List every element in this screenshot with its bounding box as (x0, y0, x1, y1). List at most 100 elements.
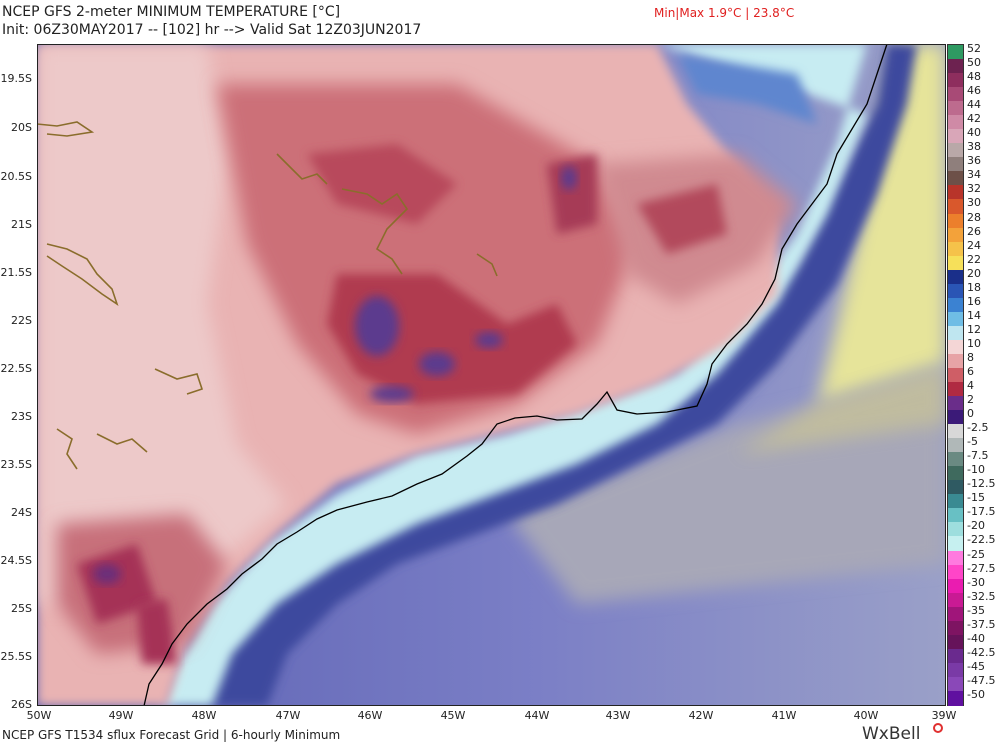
color-scale-segment (948, 339, 963, 355)
color-scale-label: -27.5 (967, 561, 996, 575)
color-scale-label: 26 (967, 224, 981, 238)
color-scale-label: 10 (967, 336, 981, 350)
color-scale-segment (948, 564, 963, 580)
color-scale-segment (948, 171, 963, 187)
color-scale-label: 48 (967, 70, 981, 84)
color-scale-label: 44 (967, 98, 981, 112)
color-scale-label: 24 (967, 238, 981, 252)
lat-label: 26S (11, 698, 32, 711)
lat-label: 25.5S (0, 650, 32, 663)
color-scale-label: 8 (967, 350, 974, 364)
lat-label: 25S (11, 602, 32, 615)
lat-label: 23.5S (0, 458, 32, 471)
color-scale-segment (948, 227, 963, 243)
color-scale-label: -17.5 (967, 505, 996, 519)
coastline (143, 44, 888, 706)
lon-label: 48W (191, 709, 217, 722)
color-scale-segment (948, 452, 963, 467)
color-scale-label: -42.5 (967, 645, 996, 659)
color-scale-label: -35 (967, 603, 985, 617)
color-scale-label: 38 (967, 140, 981, 154)
color-scale-label: 4 (967, 379, 974, 393)
color-scale-segment (948, 662, 963, 678)
color-scale-label: -2.5 (967, 421, 989, 435)
color-scale-segment (948, 508, 963, 524)
color-scale-segment (948, 269, 963, 285)
color-scale-label: 36 (967, 154, 981, 168)
lon-label: 44W (524, 709, 550, 722)
footer-caption: NCEP GFS T1534 sflux Forecast Grid | 6-h… (2, 728, 341, 742)
color-scale-segment (948, 129, 963, 144)
color-scale-segment (948, 410, 963, 425)
color-scale-segment (948, 199, 963, 215)
color-scale-label: -20 (967, 519, 985, 533)
color-scale-segment (948, 634, 963, 650)
color-scale-label: 22 (967, 252, 981, 266)
color-scale-segment (948, 536, 963, 552)
color-scale-label: -22.5 (967, 533, 996, 547)
color-scale-label: 2 (967, 393, 974, 407)
color-scale-label: 40 (967, 126, 981, 140)
color-scale-segment (948, 185, 963, 201)
map-title: NCEP GFS 2-meter MINIMUM TEMPERATURE [°C… (2, 4, 341, 20)
lon-label: 40W (853, 709, 879, 722)
lon-label: 47W (275, 709, 301, 722)
color-scale-label: -30 (967, 575, 985, 589)
color-scale-segment (948, 59, 963, 74)
lat-label: 20S (11, 121, 32, 134)
color-scale-label: -25 (967, 547, 985, 561)
lat-label: 22.5S (0, 362, 32, 375)
wxbell-logo: WxBell (862, 724, 921, 744)
color-scale-segment (948, 620, 963, 636)
color-scale-label: -32.5 (967, 589, 996, 603)
lon-label: 41W (771, 709, 797, 722)
lon-label: 39W (931, 709, 957, 722)
lat-label: 22S (11, 314, 32, 327)
temperature-field (37, 44, 946, 706)
lat-label: 24.5S (0, 554, 32, 567)
color-scale-label: -50 (967, 687, 985, 701)
color-scale-label: 32 (967, 182, 981, 196)
color-scale-segment (948, 480, 963, 495)
lat-label: 20.5S (0, 170, 32, 183)
color-scale-segment (948, 578, 963, 594)
color-scale-label: 42 (967, 112, 981, 126)
temperature-map (37, 44, 946, 706)
color-scale-label: -10 (967, 463, 985, 477)
color-scale-label: 6 (967, 364, 974, 378)
lon-label: 45W (440, 709, 466, 722)
color-scale-label: -15 (967, 491, 985, 505)
lon-label: 43W (605, 709, 631, 722)
logo-dot-icon (933, 723, 943, 733)
color-scale-segment (948, 676, 963, 692)
color-scale-label: 34 (967, 168, 981, 182)
color-scale-label: 28 (967, 210, 981, 224)
lat-label: 23S (11, 410, 32, 423)
color-scale-label: -37.5 (967, 617, 996, 631)
color-scale-label: -47.5 (967, 673, 996, 687)
color-scale-segment (948, 157, 963, 172)
color-scale-segment (948, 87, 963, 102)
color-scale-segment (948, 115, 963, 130)
color-scale-segment (948, 45, 963, 60)
color-scale-label: 12 (967, 322, 981, 336)
color-scale-bar (947, 44, 964, 706)
lon-label: 49W (108, 709, 134, 722)
color-scale-segment (948, 382, 963, 397)
color-scale-segment (948, 311, 963, 327)
color-scale-segment (948, 522, 963, 538)
color-scale-segment (948, 353, 963, 369)
color-scale-segment (948, 325, 963, 341)
color-scale-label: 18 (967, 280, 981, 294)
color-scale-segment (948, 424, 963, 439)
map-subtitle: Init: 06Z30MAY2017 -- [102] hr --> Valid… (2, 22, 422, 38)
color-scale-label: 50 (967, 56, 981, 70)
color-scale-segment (948, 297, 963, 313)
color-scale-segment (948, 466, 963, 481)
lon-label: 50W (26, 709, 52, 722)
color-scale-label: 0 (967, 407, 974, 421)
color-scale-segment (948, 648, 963, 664)
lat-label: 21.5S (0, 266, 32, 279)
color-scale-segment (948, 494, 963, 509)
color-scale-segment (948, 283, 963, 299)
